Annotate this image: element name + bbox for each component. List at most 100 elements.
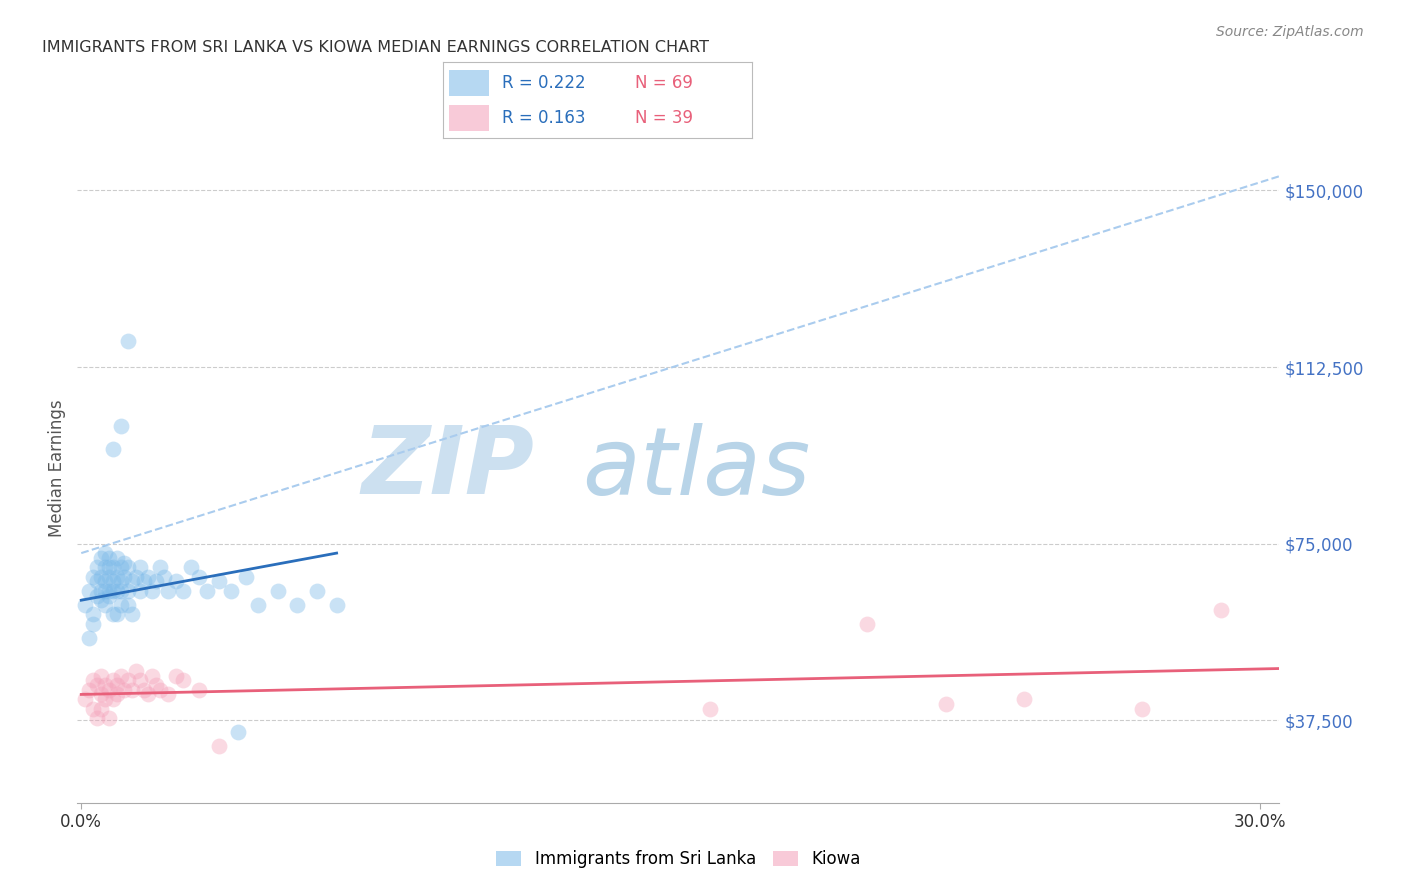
Point: [77, 631, 100, 645]
Point: [208, 739, 231, 754]
Point: [117, 598, 139, 612]
Point: [97, 569, 120, 583]
Point: [285, 598, 308, 612]
Point: [82, 569, 104, 583]
Point: [110, 560, 132, 574]
Point: [172, 583, 194, 598]
Text: N = 69: N = 69: [634, 74, 693, 92]
Point: [110, 583, 132, 598]
Point: [86, 589, 108, 603]
Point: [94, 574, 117, 589]
Point: [180, 560, 202, 574]
Point: [141, 583, 163, 598]
Point: [97, 550, 120, 565]
Point: [188, 569, 211, 583]
Point: [97, 711, 120, 725]
Point: [129, 583, 152, 598]
Point: [90, 550, 112, 565]
Point: [90, 668, 112, 682]
Point: [129, 673, 152, 688]
Point: [156, 583, 179, 598]
Point: [105, 607, 128, 622]
Point: [1130, 701, 1153, 715]
Point: [935, 697, 957, 711]
Legend: Immigrants from Sri Lanka, Kiowa: Immigrants from Sri Lanka, Kiowa: [489, 844, 868, 875]
Bar: [449, 70, 489, 95]
Point: [117, 583, 139, 598]
Point: [75, 692, 97, 706]
Point: [132, 574, 156, 589]
Point: [86, 560, 108, 574]
Text: atlas: atlas: [582, 423, 810, 514]
Point: [105, 569, 128, 583]
Point: [101, 673, 124, 688]
Point: [101, 692, 124, 706]
Point: [82, 701, 104, 715]
Point: [165, 668, 187, 682]
Point: [208, 574, 231, 589]
Point: [114, 556, 136, 570]
Point: [94, 583, 117, 598]
Point: [132, 682, 156, 697]
Point: [228, 725, 250, 739]
Point: [114, 682, 136, 697]
Point: [145, 678, 167, 692]
Point: [94, 598, 117, 612]
Point: [188, 682, 211, 697]
Point: [86, 678, 108, 692]
Text: R = 0.222: R = 0.222: [502, 74, 585, 92]
Point: [77, 682, 100, 697]
Point: [90, 583, 112, 598]
Point: [90, 569, 112, 583]
Point: [110, 418, 132, 433]
Point: [75, 598, 97, 612]
Point: [149, 560, 172, 574]
Point: [219, 583, 242, 598]
Point: [136, 569, 159, 583]
Point: [110, 668, 132, 682]
Point: [82, 673, 104, 688]
Point: [117, 560, 139, 574]
Point: [105, 678, 128, 692]
Point: [305, 583, 328, 598]
Text: Source: ZipAtlas.com: Source: ZipAtlas.com: [1216, 25, 1364, 39]
Point: [125, 664, 148, 678]
Point: [149, 682, 172, 697]
Point: [114, 569, 136, 583]
Point: [172, 673, 194, 688]
Point: [121, 682, 143, 697]
Point: [90, 701, 112, 715]
Point: [97, 682, 120, 697]
Point: [105, 583, 128, 598]
Point: [247, 598, 270, 612]
Text: R = 0.163: R = 0.163: [502, 109, 585, 127]
Point: [86, 574, 108, 589]
Point: [117, 334, 139, 348]
Point: [101, 560, 124, 574]
Point: [145, 574, 167, 589]
Point: [121, 574, 143, 589]
Point: [94, 678, 117, 692]
Point: [90, 593, 112, 607]
Point: [121, 607, 143, 622]
Text: N = 39: N = 39: [634, 109, 693, 127]
Point: [97, 589, 120, 603]
Point: [141, 668, 163, 682]
Text: IMMIGRANTS FROM SRI LANKA VS KIOWA MEDIAN EARNINGS CORRELATION CHART: IMMIGRANTS FROM SRI LANKA VS KIOWA MEDIA…: [42, 40, 709, 55]
Point: [856, 616, 879, 631]
Point: [267, 583, 290, 598]
Point: [82, 616, 104, 631]
Point: [156, 688, 179, 702]
Point: [77, 583, 100, 598]
Point: [117, 673, 139, 688]
Point: [94, 692, 117, 706]
Point: [125, 569, 148, 583]
Point: [325, 598, 347, 612]
Point: [1012, 692, 1035, 706]
Text: ZIP: ZIP: [361, 422, 534, 515]
Point: [1209, 602, 1232, 616]
Point: [94, 546, 117, 560]
Point: [82, 607, 104, 622]
Bar: [449, 105, 489, 130]
Point: [90, 688, 112, 702]
